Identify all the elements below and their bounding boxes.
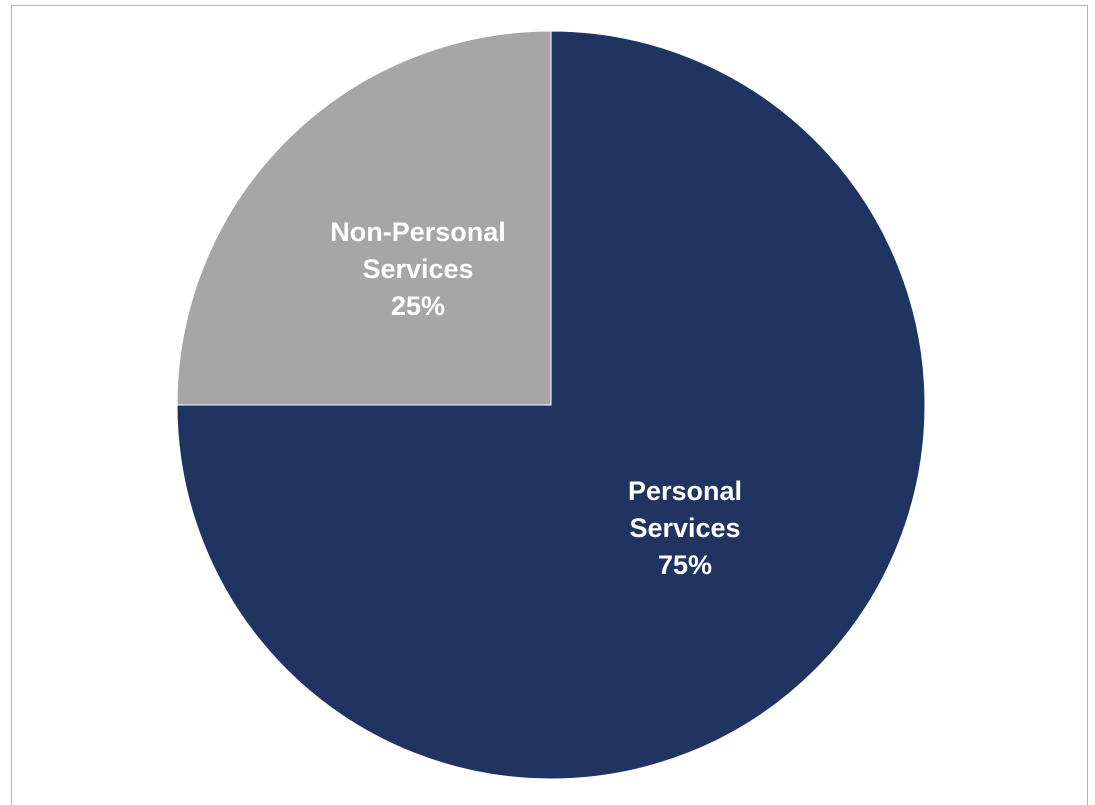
slice-label-line: Services — [362, 254, 473, 284]
slice-label-line: 25% — [391, 291, 445, 321]
pie-labels: Personal Services 75% Non-Personal Services 2… — [330, 217, 742, 580]
slice-label-line: 75% — [658, 550, 712, 580]
pie-slice-non-personal-services — [176, 30, 552, 406]
slice-label-personal-services: Personal Services 75% — [628, 476, 742, 580]
pie-slices — [176, 30, 926, 780]
pie-slice-personal-services — [176, 30, 926, 780]
slice-label-line: Services — [629, 513, 740, 543]
slice-label-line: Personal — [628, 476, 742, 506]
slice-label-line: Non-Personal — [330, 217, 506, 247]
slice-label-non-personal-services: Non-Personal Services 25% — [330, 217, 506, 321]
